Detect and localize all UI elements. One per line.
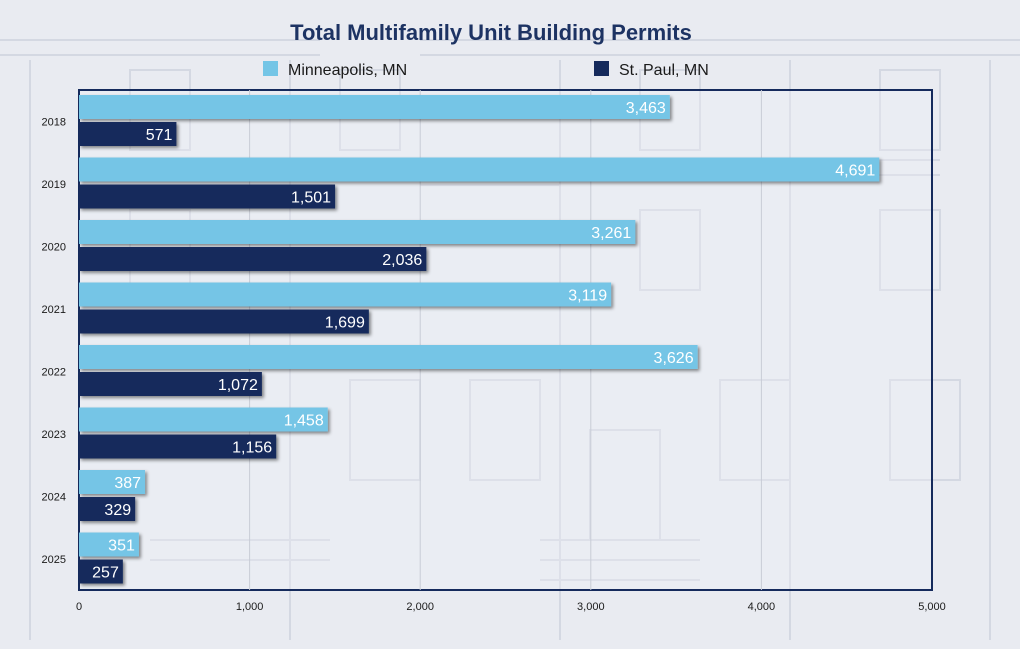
y-tick-label: 2022 <box>42 366 66 378</box>
bar-st-paul-2022 <box>79 372 262 396</box>
data-label-minneapolis-2020: 3,261 <box>591 225 631 242</box>
x-tick-label: 3,000 <box>577 601 605 613</box>
y-axis-tick-labels: 2018 2019 2020 2021 2022 2023 2024 2025 <box>42 116 66 566</box>
data-label-st-paul-2025: 257 <box>92 565 119 582</box>
y-tick-label: 2024 <box>42 491 66 503</box>
data-label-minneapolis-2025: 351 <box>108 538 135 555</box>
legend-swatch-minneapolis <box>263 61 278 76</box>
bar-st-paul-2020 <box>79 247 427 271</box>
x-tick-label: 4,000 <box>748 601 776 613</box>
data-label-minneapolis-2023: 1,458 <box>284 413 324 430</box>
bar-minneapolis-2025 <box>79 532 139 557</box>
bar-st-paul-2023 <box>79 434 277 459</box>
data-label-st-paul-2023: 1,156 <box>232 440 272 457</box>
bar-st-paul-2025 <box>79 559 123 584</box>
data-label-minneapolis-2019: 4,691 <box>835 163 875 180</box>
data-label-st-paul-2018: 571 <box>146 127 173 144</box>
bar-st-paul-2024 <box>79 497 136 521</box>
y-tick-label: 2019 <box>42 179 66 191</box>
x-tick-label: 1,000 <box>236 601 264 613</box>
bar-minneapolis-2024 <box>79 470 146 494</box>
x-tick-label: 5,000 <box>918 601 946 613</box>
y-tick-label: 2025 <box>42 554 66 566</box>
y-tick-label: 2021 <box>42 304 66 316</box>
bar-minneapolis-2023 <box>79 407 328 432</box>
bar-st-paul-2018 <box>79 122 177 146</box>
bar-minneapolis-2022 <box>79 345 698 369</box>
y-tick-label: 2020 <box>42 241 66 253</box>
data-label-minneapolis-2018: 3,463 <box>626 100 666 117</box>
data-label-st-paul-2021: 1,699 <box>325 315 365 332</box>
data-label-st-paul-2022: 1,072 <box>218 377 258 394</box>
legend-swatch-st-paul <box>594 61 609 76</box>
data-label-minneapolis-2024: 387 <box>114 475 141 492</box>
x-tick-label: 0 <box>76 601 82 613</box>
value-labels: 3,463 571 4,691 1,501 3,261 2,036 3,119 1,699 3,… <box>92 100 875 582</box>
legend-label-minneapolis: Minneapolis, MN <box>288 62 407 79</box>
bar-st-paul-2021 <box>79 309 369 334</box>
data-label-st-paul-2019: 1,501 <box>291 190 331 207</box>
bar-minneapolis-2021 <box>79 282 612 307</box>
x-axis-tick-labels: 0 1,000 2,000 3,000 4,000 5,000 <box>76 601 946 613</box>
legend: Minneapolis, MN St. Paul, MN <box>263 61 709 79</box>
bar-minneapolis-2019 <box>79 157 880 182</box>
x-tick-label: 2,000 <box>406 601 434 613</box>
data-label-st-paul-2024: 329 <box>104 502 131 519</box>
data-label-st-paul-2020: 2,036 <box>382 252 422 269</box>
chart-title: Total Multifamily Unit Building Permits <box>290 20 692 45</box>
data-label-minneapolis-2022: 3,626 <box>654 350 694 367</box>
y-tick-label: 2018 <box>42 116 66 128</box>
data-label-minneapolis-2021: 3,119 <box>568 288 607 305</box>
bar-st-paul-2019 <box>79 184 336 209</box>
y-tick-label: 2023 <box>42 429 66 441</box>
bars <box>79 95 880 584</box>
bar-minneapolis-2020 <box>79 220 636 244</box>
bar-minneapolis-2018 <box>79 95 670 119</box>
legend-label-st-paul: St. Paul, MN <box>619 62 709 79</box>
